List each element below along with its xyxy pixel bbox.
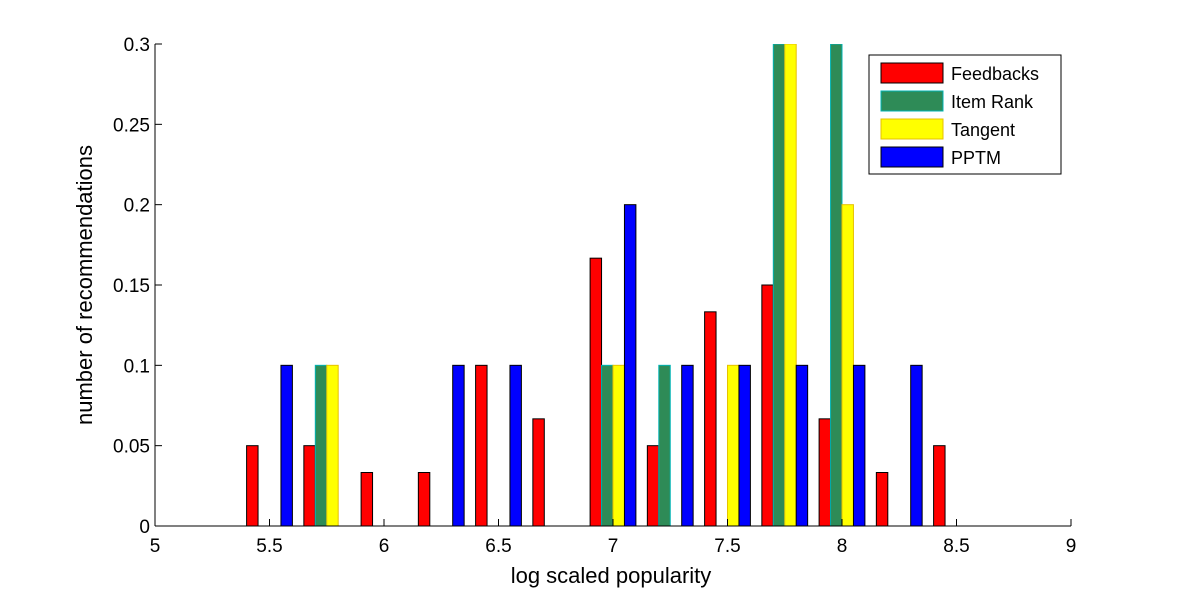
y-tick-label: 0.2: [124, 196, 150, 217]
bar-pptm: [623, 204, 637, 526]
legend-label: Tangent: [951, 120, 1015, 140]
x-tick-label: 6.5: [485, 536, 511, 557]
bar-pptm: [681, 364, 694, 526]
bar-feedbacks: [475, 364, 488, 526]
bar-pptm: [509, 364, 522, 526]
y-tick-label: 0.3: [124, 35, 150, 56]
bars-group: [246, 44, 946, 526]
bar-item-rank: [772, 44, 786, 526]
legend-swatch: [880, 62, 944, 84]
bar-pptm: [738, 364, 751, 526]
bar-feedbacks: [417, 472, 431, 526]
legend-label: Feedbacks: [951, 64, 1039, 84]
x-tick-label: 5.5: [256, 536, 282, 557]
legend-label: Item Rank: [951, 92, 1034, 112]
bar-item-rank: [658, 364, 671, 526]
bar-tangent: [612, 364, 625, 526]
bar-feedbacks: [589, 257, 603, 526]
bar-feedbacks: [303, 445, 316, 526]
legend: Feedbacks Item Rank Tangent PPTM: [868, 54, 1062, 175]
bar-pptm: [280, 364, 293, 526]
bar-feedbacks: [360, 472, 374, 526]
y-axis-label: number of recommendations: [72, 145, 97, 425]
bar-pptm: [910, 364, 923, 526]
bar-feedbacks: [646, 445, 660, 526]
y-tick-label: 0.15: [113, 276, 150, 297]
bar-feedbacks: [818, 418, 832, 526]
bar-pptm: [452, 364, 465, 526]
y-tick-label: 0.05: [113, 437, 150, 458]
bar-feedbacks: [761, 284, 774, 526]
bar-pptm: [795, 364, 809, 526]
x-axis-label: log scaled popularity: [511, 563, 712, 588]
bar-item-rank: [601, 364, 614, 526]
bar-item-rank: [314, 364, 328, 526]
bar-tangent: [326, 364, 339, 526]
bar-feedbacks: [933, 445, 946, 526]
x-tick-label: 9: [1066, 536, 1077, 557]
bar-feedbacks: [704, 311, 717, 526]
y-tick-label: 0.25: [113, 115, 150, 136]
y-tick-label: 0: [139, 517, 150, 538]
bar-feedbacks: [532, 418, 545, 526]
bar-item-rank: [830, 44, 843, 526]
y-tick-label: 0.1: [124, 356, 150, 377]
legend-label: PPTM: [951, 148, 1001, 168]
bar-feedbacks: [246, 445, 259, 526]
legend-swatch: [880, 118, 944, 140]
x-tick-label: 6: [379, 536, 390, 557]
legend-swatch: [880, 90, 944, 112]
legend-swatch: [880, 146, 944, 168]
bar-feedbacks: [875, 472, 889, 526]
x-tick-label: 7: [608, 536, 619, 557]
x-tick-label: 8: [837, 536, 848, 557]
x-tick-label: 7.5: [714, 536, 740, 557]
x-tick-label: 8.5: [943, 536, 969, 557]
bar-tangent: [784, 44, 797, 526]
ticks-group: 5 5.5 6 6.5 7 7.5 8 8.5 9 0 0.05 0.1 0.15 0.2 0.25 0.3: [113, 35, 1076, 557]
bar-tangent: [727, 364, 740, 526]
bar-pptm: [852, 364, 866, 526]
bar-tangent: [841, 204, 854, 526]
x-tick-label: 5: [150, 536, 161, 557]
